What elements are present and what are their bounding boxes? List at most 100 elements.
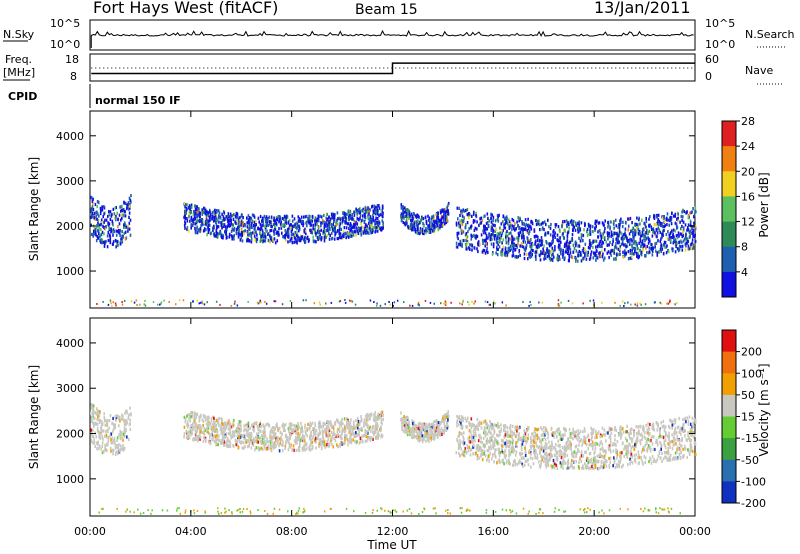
scatter-point xyxy=(359,211,362,215)
scatter-point xyxy=(439,224,442,229)
scatter-point xyxy=(639,239,642,243)
scatter-point xyxy=(119,432,122,436)
scatter-point xyxy=(115,214,117,218)
scatter-point xyxy=(373,219,375,223)
scatter-point xyxy=(110,438,112,442)
scatter-point xyxy=(425,219,428,223)
scatter-point xyxy=(99,410,101,414)
scatter-point xyxy=(128,221,131,225)
scatter-point xyxy=(557,302,560,305)
scatter-point xyxy=(547,218,549,222)
scatter-point xyxy=(507,246,510,251)
scatter-point xyxy=(548,242,551,246)
scatter-point xyxy=(356,216,359,220)
scatter-point xyxy=(474,226,477,230)
scatter-point xyxy=(612,240,614,244)
scatter-point xyxy=(272,436,274,440)
nsearch-label: N.Search xyxy=(745,28,795,41)
scatter-point xyxy=(556,253,559,257)
scatter-point xyxy=(296,230,298,234)
scatter-point xyxy=(592,299,595,302)
scatter-point xyxy=(94,230,97,234)
scatter-point xyxy=(657,213,660,217)
scatter-point xyxy=(245,433,248,437)
scatter-point xyxy=(605,240,607,244)
scatter-point xyxy=(312,434,315,438)
scatter-point xyxy=(102,300,104,303)
scatter-point xyxy=(358,431,360,435)
scatter-point xyxy=(97,443,99,447)
scatter-point xyxy=(225,434,227,438)
scatter-point xyxy=(97,201,100,205)
scatter-point xyxy=(419,227,422,231)
scatter-point xyxy=(230,218,232,223)
scatter-point xyxy=(100,232,103,237)
scatter-point xyxy=(567,251,569,255)
scatter-point xyxy=(618,232,620,236)
scatter-point xyxy=(598,221,601,225)
freq-trace xyxy=(91,62,695,75)
scatter-point xyxy=(262,441,265,445)
scatter-point xyxy=(381,410,384,414)
scatter-point xyxy=(659,239,662,243)
scatter-point xyxy=(282,440,284,444)
scatter-point xyxy=(469,509,471,512)
scatter-point xyxy=(196,412,199,416)
scatter-point xyxy=(247,231,250,235)
scatter-point xyxy=(694,226,697,231)
scatter-point xyxy=(678,244,681,248)
scatter-point xyxy=(267,422,269,426)
scatter-point xyxy=(380,420,382,425)
scatter-point xyxy=(616,253,618,257)
scatter-point xyxy=(231,227,234,231)
scatter-point xyxy=(430,227,432,231)
scatter-point xyxy=(278,233,280,237)
scatter-point xyxy=(178,507,180,510)
scatter-point xyxy=(604,219,606,223)
scatter-point xyxy=(368,219,371,223)
scatter-point xyxy=(330,437,332,441)
scatter-point xyxy=(535,218,537,223)
scatter-point xyxy=(553,233,556,237)
scatter-point xyxy=(329,440,332,444)
scatter-point xyxy=(100,427,103,431)
scatter-point xyxy=(543,227,545,232)
scatter-point xyxy=(109,446,112,450)
scatter-point xyxy=(91,201,94,205)
scatter-point xyxy=(475,211,477,215)
scatter-point xyxy=(144,299,146,302)
scatter-point xyxy=(323,213,325,217)
scatter-point xyxy=(313,429,316,433)
scatter-point xyxy=(431,215,433,219)
scatter-point xyxy=(335,220,337,225)
scatter-point xyxy=(122,432,125,436)
scatter-point xyxy=(322,432,324,436)
scatter-point xyxy=(651,234,654,238)
scatter-point xyxy=(217,421,220,425)
scatter-point xyxy=(201,300,203,303)
scatter-point xyxy=(635,230,638,234)
scatter-point xyxy=(628,232,631,236)
scatter-point xyxy=(424,299,427,302)
scatter-point xyxy=(126,409,128,413)
scatter-point xyxy=(224,441,227,445)
scatter-point xyxy=(248,221,250,225)
scatter-point xyxy=(253,224,255,228)
scatter-point xyxy=(624,302,626,305)
scatter-point xyxy=(652,227,655,231)
scatter-point xyxy=(471,248,473,252)
scatter-point xyxy=(361,428,363,432)
scatter-point xyxy=(347,422,349,426)
scatter-point xyxy=(481,219,483,223)
scatter-point xyxy=(216,430,219,434)
scatter-point xyxy=(323,223,326,227)
scatter-point xyxy=(112,207,115,211)
scatter-point xyxy=(682,208,684,212)
scatter-point xyxy=(552,230,554,234)
scatter-point xyxy=(522,221,525,226)
scatter-point xyxy=(510,231,512,235)
scatter-point xyxy=(150,512,152,515)
scatter-point xyxy=(431,222,434,226)
scatter-point xyxy=(567,249,570,253)
scatter-point xyxy=(94,444,96,449)
